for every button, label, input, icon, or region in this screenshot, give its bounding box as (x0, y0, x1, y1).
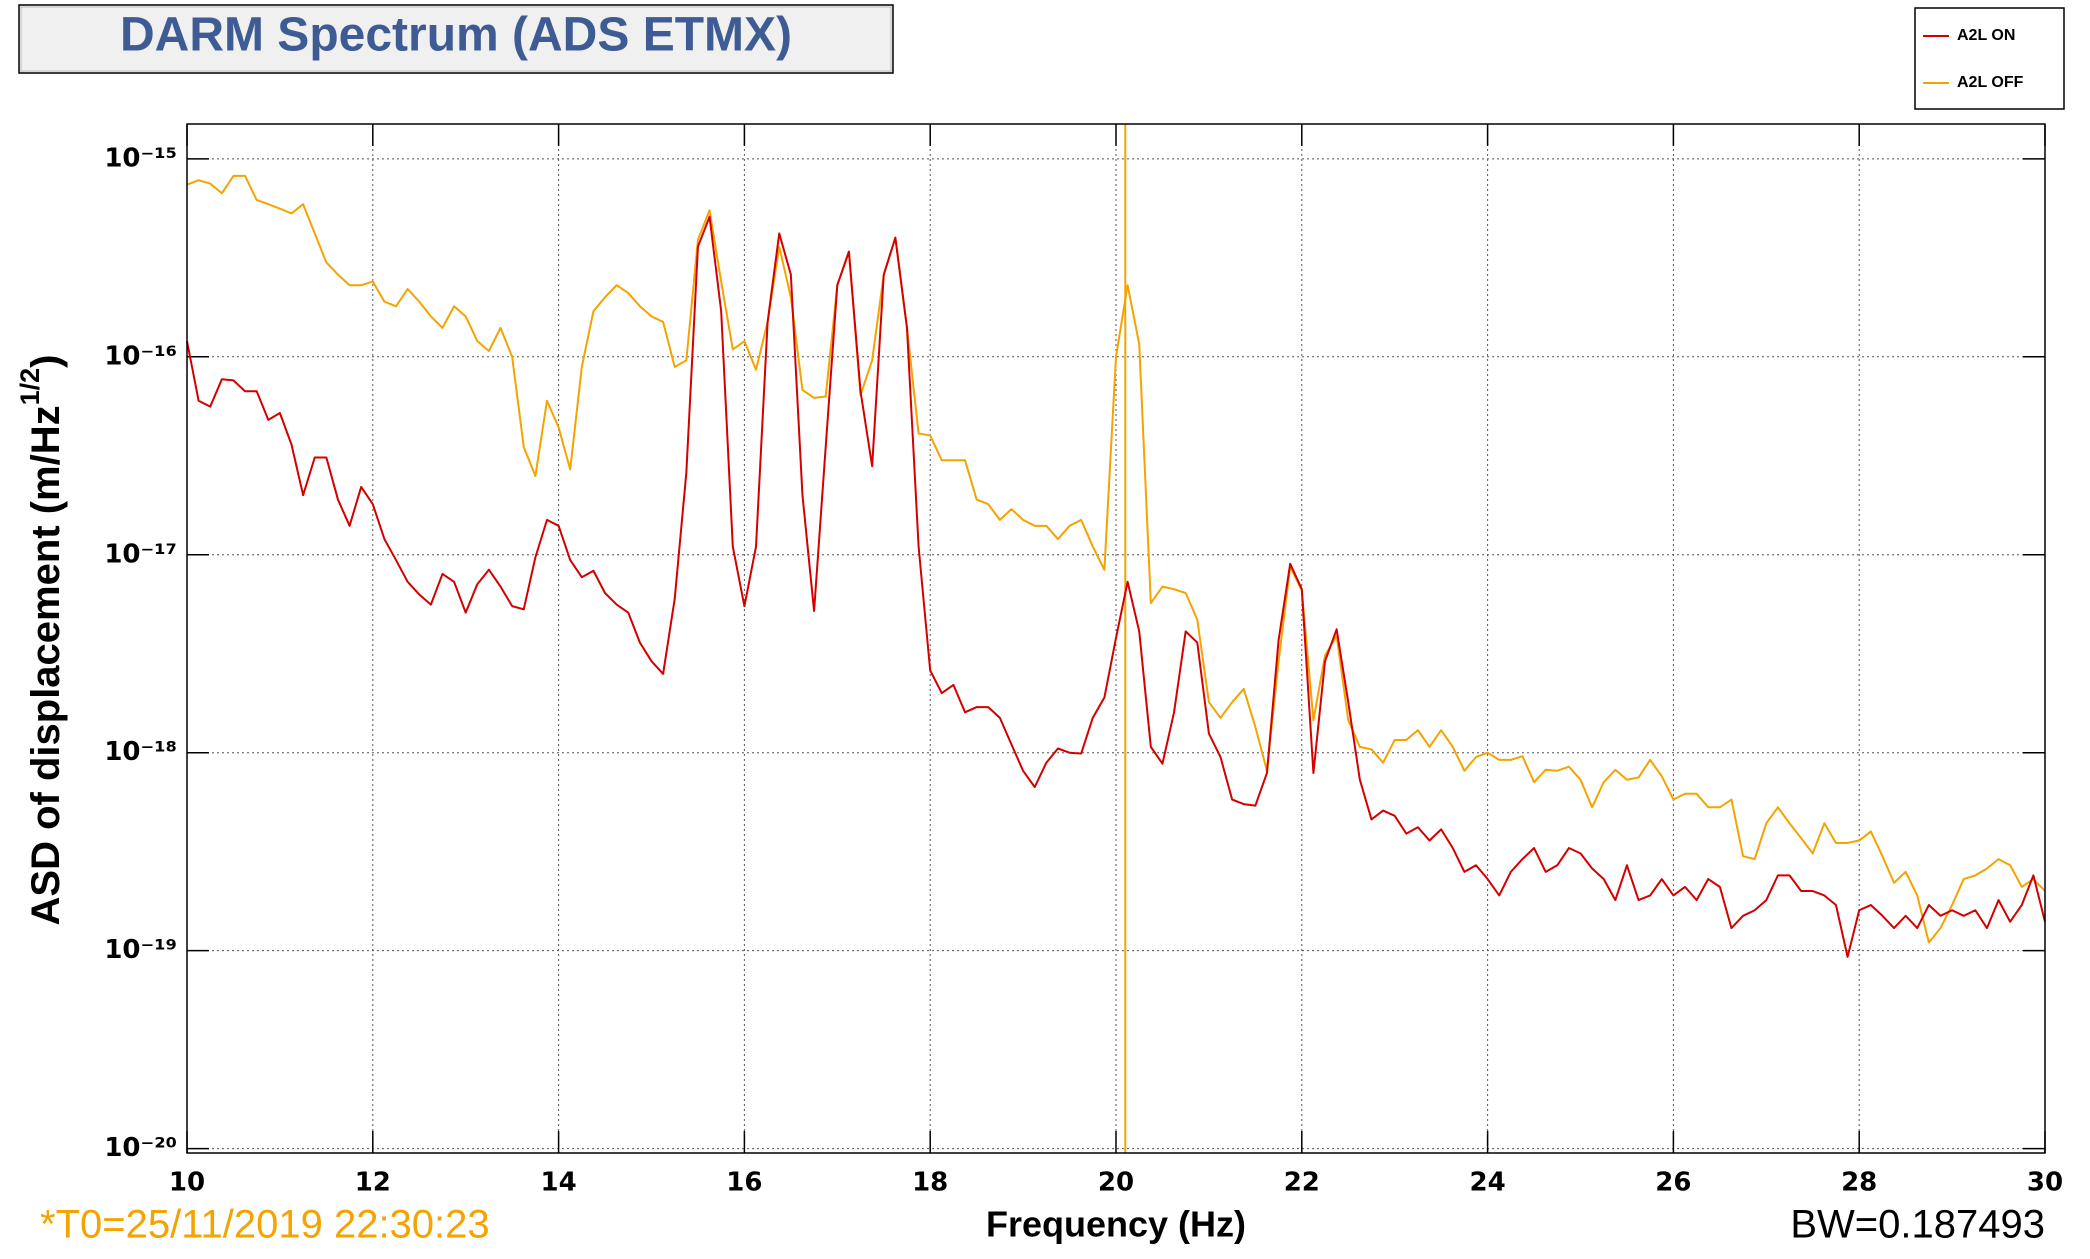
chart-title: DARM Spectrum (ADS ETMX) (120, 9, 792, 62)
x-tick-label: 26 (1655, 1168, 1691, 1198)
plot-area: 10⁻²⁰ 10⁻¹⁹ 10⁻¹⁸ 10⁻¹⁷ 10⁻¹⁶ 10⁻¹⁵ 10 12 14 16 18… (104, 123, 2063, 1198)
x-tick-label: 14 (541, 1168, 577, 1198)
y-axis-label: ASD of displacement (m/Hz1/2) (15, 355, 67, 926)
legend-label: A2L OFF (1957, 74, 2024, 91)
y-tick-label: 10⁻¹⁹ (104, 935, 177, 965)
y-tick-label: 10⁻¹⁶ (104, 341, 177, 371)
y-tick-label: 10⁻¹⁷ (104, 539, 177, 569)
y-tick-label: 10⁻²⁰ (104, 1133, 177, 1163)
legend-label: A2L ON (1957, 27, 2015, 44)
series-line (186, 174, 2046, 944)
y-axis-label-sup: 1/2 (15, 368, 45, 406)
title-box (18, 4, 894, 74)
x-tick-label: 28 (1841, 1168, 1877, 1198)
x-tick-label: 10 (169, 1168, 205, 1198)
y-tick-label: 10⁻¹⁸ (104, 737, 177, 767)
x-tick-label: 16 (726, 1168, 762, 1198)
title-box-inner (20, 6, 892, 72)
annotation: BW=0.187493 (1790, 1203, 2045, 1247)
x-tick-label: 20 (1098, 1168, 1134, 1198)
x-tick-label: 24 (1470, 1168, 1506, 1198)
x-tick-label: 22 (1284, 1168, 1320, 1198)
y-axis-label-text: ASD of displacement (m/Hz (24, 405, 68, 925)
x-tick-label: 12 (355, 1168, 391, 1198)
series-line (186, 215, 2046, 958)
x-axis-label: Frequency (Hz) (986, 1204, 1246, 1245)
x-tick-label: 18 (912, 1168, 948, 1198)
y-tick-label: 10⁻¹⁵ (104, 143, 177, 173)
plot-frame (186, 123, 2046, 1154)
y-axis-label-close: ) (24, 355, 68, 368)
legend-box (1914, 7, 2065, 110)
x-tick-label: 30 (2027, 1168, 2063, 1198)
annotation: *T0=25/11/2019 22:30:23 (40, 1203, 490, 1247)
